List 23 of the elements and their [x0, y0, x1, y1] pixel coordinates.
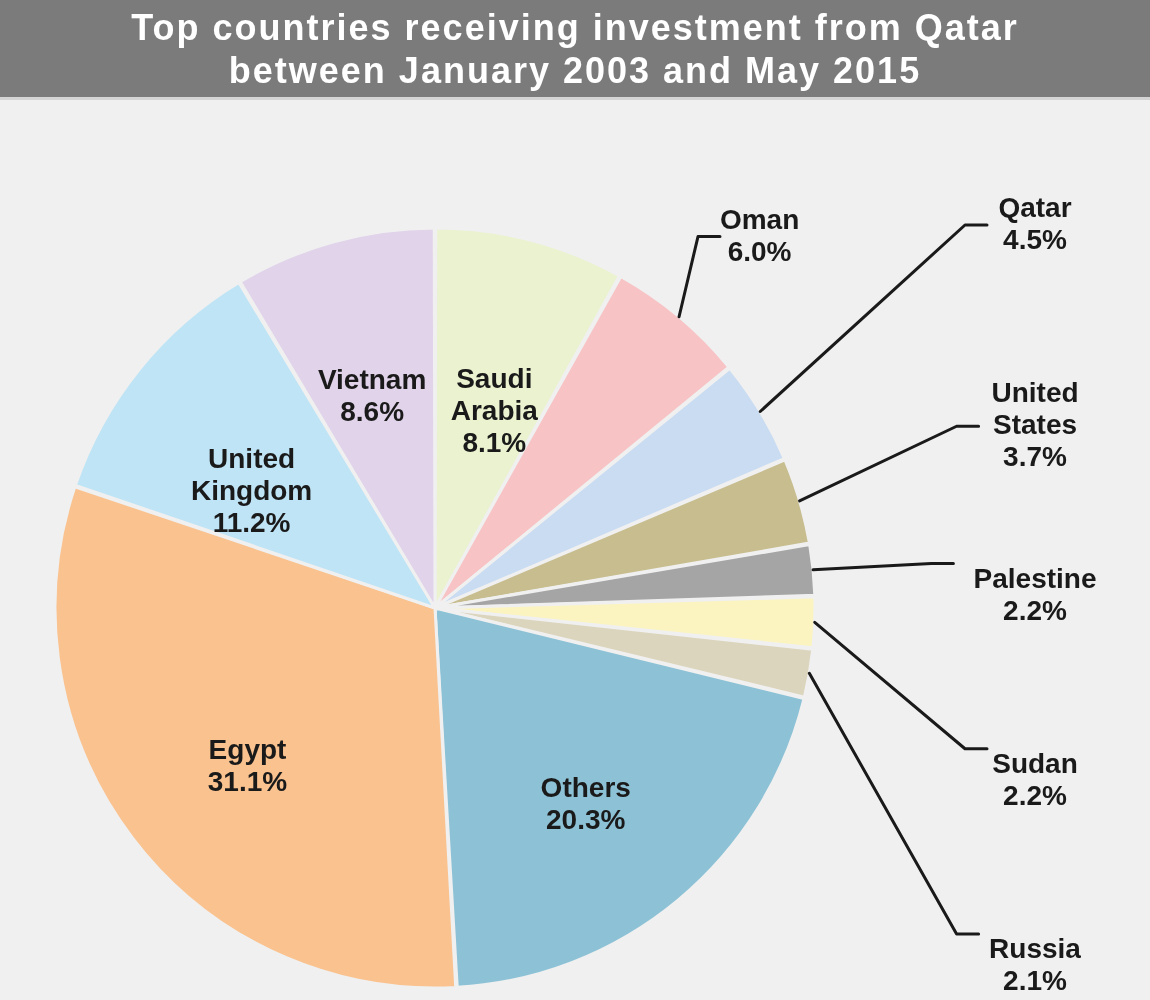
data-label: 4.5% — [1003, 224, 1068, 255]
slice-label: United States — [991, 377, 1079, 441]
data-label: 6.0% — [727, 235, 792, 267]
slice-label: Oman — [719, 203, 800, 235]
data-label: 31.1% — [207, 765, 288, 797]
data-label: 2.2% — [1003, 594, 1068, 626]
slice-label: United Kingdom — [190, 443, 313, 507]
chart-title: Top countries receiving investment from Qatar between January 2003 and May 2015 — [130, 5, 1020, 92]
slice-label: Russia — [989, 933, 1082, 964]
data-label: 11.2% — [212, 507, 291, 539]
data-label: 2.1% — [1003, 965, 1068, 996]
slice-label: Vietnam — [317, 363, 427, 395]
slice-label: Others — [540, 772, 631, 804]
slice-label: Qatar — [998, 192, 1072, 223]
data-label: 8.6% — [340, 395, 405, 427]
slice-label: Egypt — [208, 733, 287, 765]
data-label: 3.7% — [1003, 441, 1068, 473]
slice-label: Saudi Arabia — [450, 362, 539, 426]
slice-label: Palestine — [973, 562, 1097, 594]
data-label: 20.3% — [546, 804, 626, 836]
data-label: 8.1% — [462, 426, 527, 458]
slice-label: Sudan — [992, 747, 1078, 779]
data-label: 2.2% — [1003, 779, 1068, 811]
